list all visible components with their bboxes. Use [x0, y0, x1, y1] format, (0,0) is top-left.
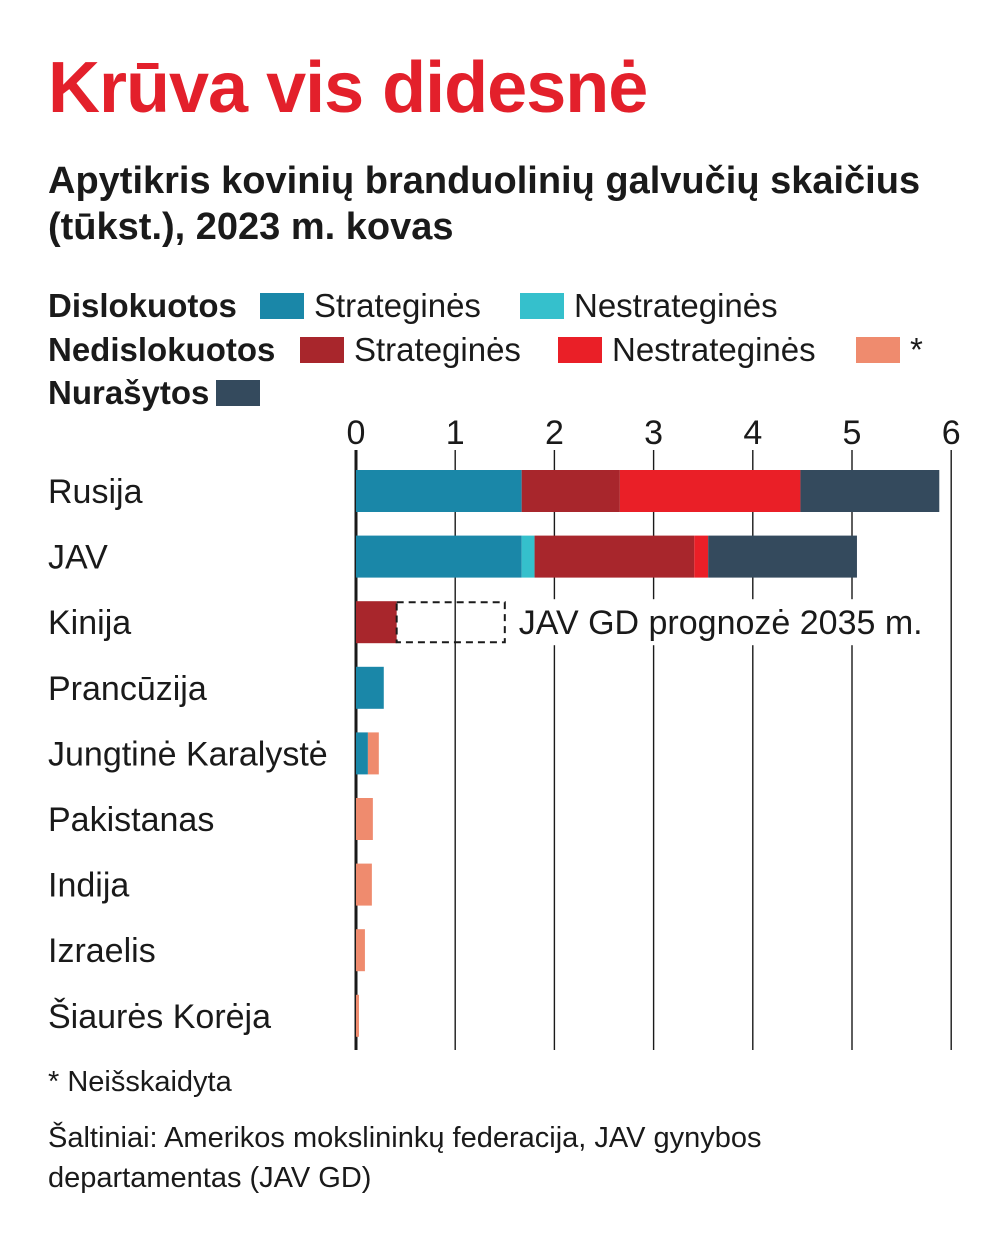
category-label: Kinija	[48, 604, 131, 642]
bar-segment	[694, 535, 709, 578]
category-label: Rusija	[48, 473, 143, 511]
legend-swatch	[300, 337, 344, 363]
bar-segment	[356, 863, 372, 906]
bar-segment	[367, 732, 379, 775]
legend-group-label: Dislokuotos	[48, 287, 237, 324]
bar-segment	[356, 666, 384, 709]
bar-segment	[356, 994, 359, 1037]
footnote: * Neišskaidyta	[48, 1066, 232, 1098]
x-tick-label: 2	[545, 414, 564, 452]
legend-swatch	[260, 293, 304, 319]
category-label: Jungtinė Karalystė	[48, 735, 328, 773]
legend-swatch	[520, 293, 564, 319]
legend-row-nurasytos: Nurašytos	[48, 373, 448, 413]
legend-row-nedislokuotos: Nedislokuotos Strateginės Nestrateginės …	[48, 330, 948, 370]
x-tick-label: 4	[743, 414, 762, 452]
legend-swatch	[558, 337, 602, 363]
category-label: JAV	[48, 539, 108, 577]
legend-swatch	[856, 337, 900, 363]
legend-item-label: Nestrateginės	[612, 331, 816, 368]
legend-swatch	[216, 380, 260, 406]
legend-item-label: Strateginės	[314, 287, 481, 324]
x-tick-label: 6	[942, 414, 961, 452]
legend-group-label: Nedislokuotos	[48, 331, 276, 368]
bar-segment	[521, 535, 535, 578]
x-tick-label: 5	[843, 414, 862, 452]
legend-row-dislokuotos: Dislokuotos Strateginės Nestrateginės	[48, 286, 948, 326]
category-label: Izraelis	[48, 932, 156, 970]
category-label: Indija	[48, 867, 129, 905]
bar-segment	[534, 535, 695, 578]
projection-box	[395, 601, 506, 644]
x-tick-label: 1	[446, 414, 465, 452]
bar-segment	[356, 798, 373, 840]
legend-item-label: *	[910, 331, 923, 368]
bar-segment	[356, 535, 522, 578]
chart-subtitle: Apytikris kovinių branduolinių galvučių …	[48, 160, 921, 248]
bar-segment	[356, 470, 522, 512]
bar-chart: 0 1 2 3 4 5 6 Rusija JAV Kinija Prancūzija Jungtinė…	[48, 414, 961, 1050]
bar-segment	[619, 470, 801, 512]
category-label: Šiaurės Korėja	[48, 998, 271, 1036]
source-note: Šaltiniai: Amerikos mokslininkų federaci…	[48, 1122, 762, 1194]
legend-group-label: Nurašytos	[48, 374, 210, 411]
category-label: Prancūzija	[48, 670, 207, 708]
bar-segment	[356, 929, 365, 972]
legend-item-label: Nestrateginės	[574, 287, 778, 324]
bar-segment	[708, 535, 857, 578]
annotation-bg	[510, 599, 939, 646]
x-tick-label: 0	[347, 414, 366, 452]
bar-segment	[800, 470, 940, 512]
bar-segment	[356, 732, 368, 775]
category-label: Pakistanas	[48, 801, 214, 839]
x-tick-label: 3	[644, 414, 663, 452]
bar-segment	[356, 601, 397, 644]
annotation-label: JAV GD prognozė 2035 m.	[519, 604, 923, 642]
bar-segment	[521, 470, 620, 512]
chart-title: Krūva vis didesnė	[48, 48, 648, 128]
legend-item-label: Strateginės	[354, 331, 521, 368]
